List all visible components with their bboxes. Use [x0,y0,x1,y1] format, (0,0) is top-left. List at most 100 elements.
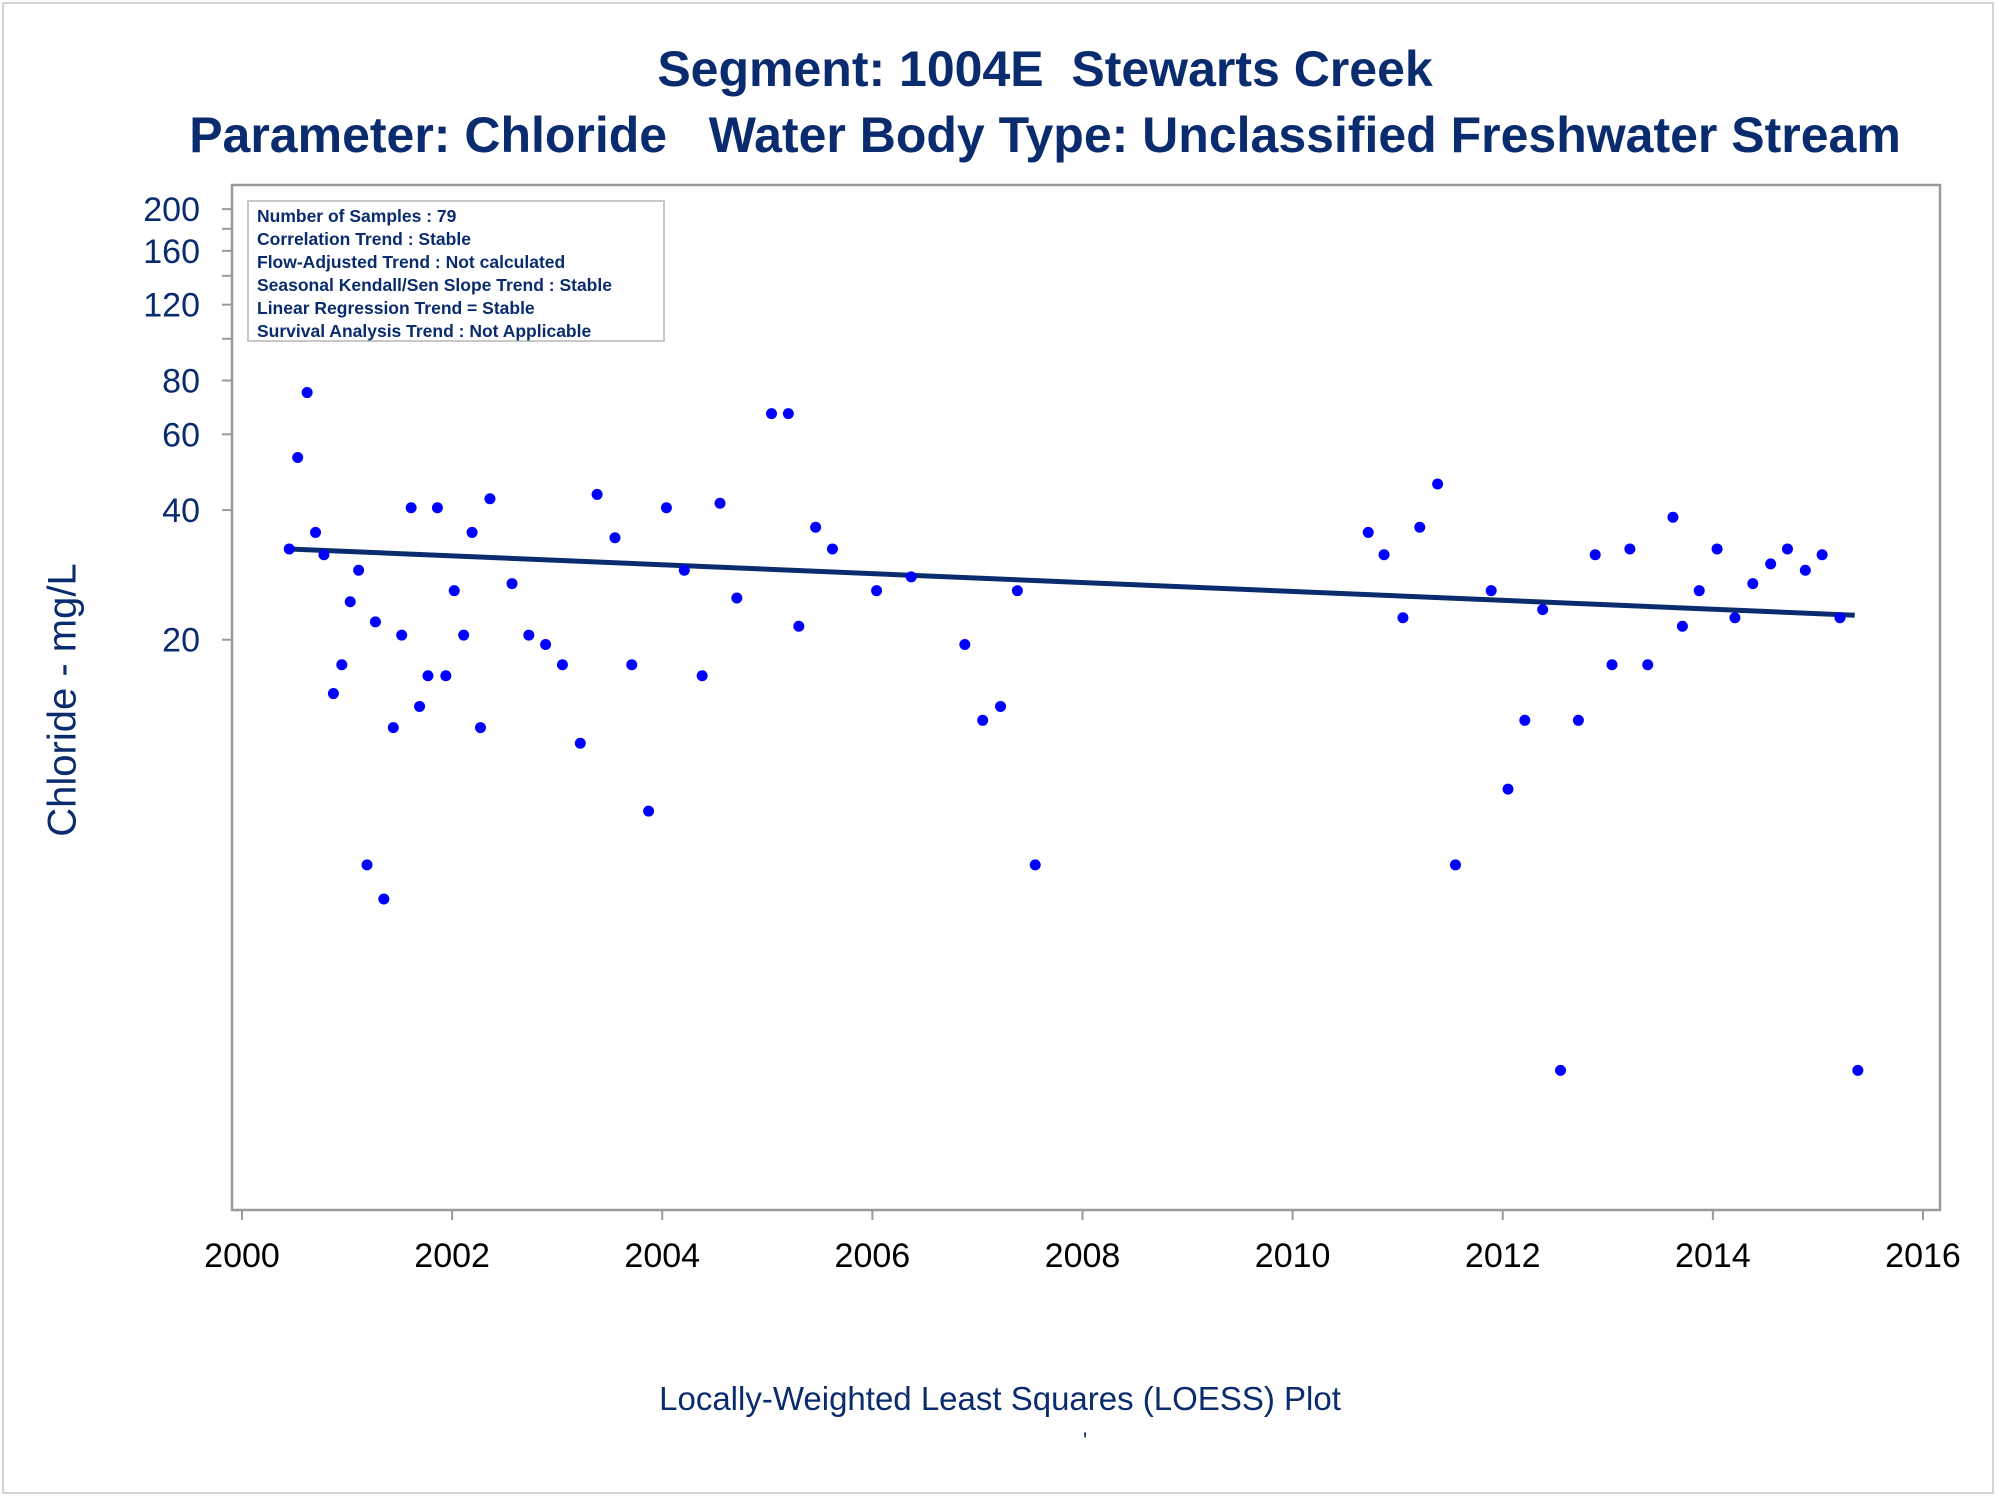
stats-box: Number of Samples : 79 Correlation Trend… [247,200,665,342]
data-point [1834,612,1846,624]
data-point [1362,526,1374,538]
data-point [1502,783,1514,795]
stats-line: Seasonal Kendall/Sen Slope Trend : Stabl… [257,275,612,295]
data-point [318,549,330,561]
data-point [1852,1064,1864,1076]
data-point [977,714,989,726]
chart-title: Segment: 1004E Stewarts Creek [657,41,1433,97]
y-tick-label: 160 [143,233,200,271]
data-point [1799,564,1811,576]
data-point [283,543,295,555]
data-point [826,543,838,555]
data-point [1485,585,1497,597]
data-point [1519,714,1531,726]
data-point [591,488,603,500]
x-tick-label: 2000 [204,1237,280,1275]
x-tick-label: 2006 [835,1237,911,1275]
chart-footmark: ' [1083,1428,1088,1453]
data-point [1624,543,1636,555]
data-point [643,805,655,817]
data-point [714,497,726,509]
y-tick-label: 200 [143,191,200,229]
data-point [506,578,518,590]
data-point [336,659,348,671]
data-point [556,659,568,671]
data-point [1555,1064,1567,1076]
data-point [766,408,778,420]
data-point [731,592,743,604]
data-point [1693,585,1705,597]
y-tick-label: 80 [162,362,200,400]
data-point [626,659,638,671]
data-point [1781,543,1793,555]
data-point [327,688,339,700]
data-point [1729,612,1741,624]
y-tick-label: 40 [162,492,200,530]
data-point [696,670,708,682]
data-point [431,502,443,514]
data-point [1747,578,1759,590]
data-point [871,585,883,597]
data-point [995,700,1007,712]
data-point [1572,714,1584,726]
data-point [1816,549,1828,561]
data-point [396,629,408,641]
data-point [422,670,434,682]
data-point [1011,585,1023,597]
data-point [678,564,690,576]
data-point [1378,549,1390,561]
data-point [292,451,304,463]
data-point [1667,511,1679,523]
data-point [484,493,496,505]
plot-border [230,183,1942,1212]
data-point [1537,604,1549,616]
data-point [782,408,794,420]
stats-line: Number of Samples : 79 [257,206,457,226]
stats-line: Flow-Adjusted Trend : Not calculated [257,252,566,272]
data-point [959,638,971,650]
data-point [440,670,452,682]
data-point [353,564,365,576]
x-tick-label: 2016 [1885,1237,1961,1275]
data-point [574,737,586,749]
chart-footnote: Locally-Weighted Least Squares (LOESS) P… [659,1380,1341,1417]
data-point [523,629,535,641]
stats-line: Correlation Trend : Stable [257,229,471,249]
data-point [414,700,426,712]
data-point [310,526,322,538]
y-tick-label: 20 [162,622,200,660]
data-point [1676,620,1688,632]
data-point [405,502,417,514]
x-tick-label: 2014 [1675,1237,1751,1275]
chart-subtitle: Parameter: Chloride Water Body Type: Unc… [189,107,1901,163]
x-tick-label: 2008 [1045,1237,1121,1275]
data-point [1432,478,1444,490]
data-point [1589,549,1601,561]
data-point [466,526,478,538]
data-point [1414,521,1426,533]
data-point [1449,859,1461,871]
data-point [301,387,313,399]
data-point [458,629,470,641]
x-tick-label: 2002 [414,1237,490,1275]
data-point [387,722,399,734]
data-point [1029,859,1041,871]
data-point [378,893,390,905]
data-point [1397,612,1409,624]
data-point [540,638,552,650]
x-tick-label: 2012 [1465,1237,1541,1275]
x-tick-label: 2004 [624,1237,700,1275]
y-tick-label: 120 [143,287,200,325]
data-point [1711,543,1723,555]
stats-line: Survival Analysis Trend : Not Applicable [257,321,592,341]
x-tick-label: 2010 [1255,1237,1331,1275]
data-point [810,521,822,533]
data-point [344,596,356,608]
stats-line: Linear Regression Trend = Stable [257,298,535,318]
loess-trend-line [289,546,1855,618]
data-point [474,722,486,734]
data-point [369,616,381,628]
data-point [1606,659,1618,671]
